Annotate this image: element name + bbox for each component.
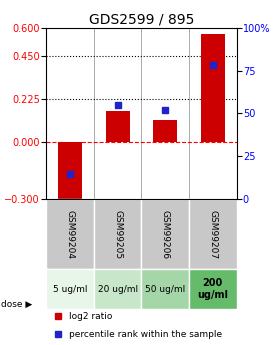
Text: GSM99207: GSM99207 (208, 210, 217, 259)
Text: log2 ratio: log2 ratio (69, 312, 113, 321)
Text: GSM99204: GSM99204 (66, 210, 74, 259)
Bar (189, 199, 237, 269)
Title: GDS2599 / 895: GDS2599 / 895 (89, 12, 194, 27)
Bar (153, 120, 177, 142)
Bar (189, 269, 237, 309)
Text: 200
ug/ml: 200 ug/ml (197, 278, 228, 300)
Bar (94, 269, 141, 309)
Bar (46, 199, 94, 269)
Bar (46, 269, 94, 309)
Bar (106, 111, 129, 142)
Bar (141, 199, 189, 269)
Bar (94, 199, 141, 269)
Text: 5 ug/ml: 5 ug/ml (53, 285, 87, 294)
Text: 50 ug/ml: 50 ug/ml (145, 285, 185, 294)
Text: GSM99205: GSM99205 (113, 210, 122, 259)
Text: GSM99206: GSM99206 (161, 210, 170, 259)
Bar (201, 34, 225, 142)
Bar (58, 142, 82, 205)
Text: 20 ug/ml: 20 ug/ml (97, 285, 138, 294)
Text: percentile rank within the sample: percentile rank within the sample (69, 330, 222, 339)
Text: dose ▶: dose ▶ (1, 300, 33, 309)
Bar (141, 269, 189, 309)
